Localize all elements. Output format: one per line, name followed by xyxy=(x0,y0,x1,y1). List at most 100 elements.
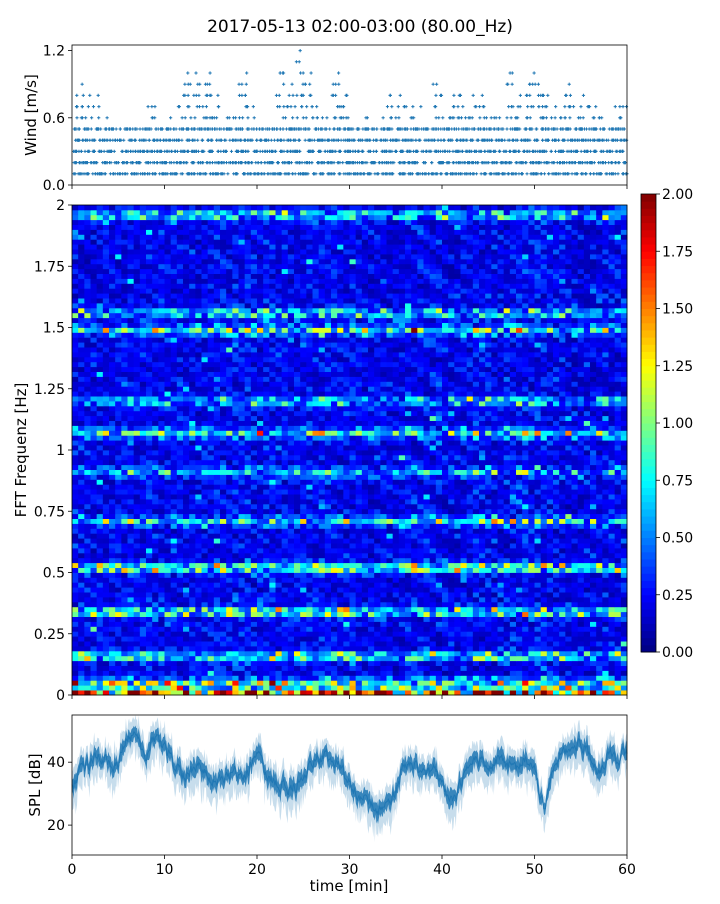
wind-point xyxy=(505,127,508,130)
heatmap-cell xyxy=(522,671,529,676)
heatmap-cell xyxy=(602,612,609,617)
wind-point xyxy=(237,83,240,86)
heatmap-cell xyxy=(245,577,252,582)
heatmap-cell xyxy=(152,666,159,671)
heatmap-cell xyxy=(356,641,363,646)
heatmap-cell xyxy=(121,661,128,666)
heatmap-cell xyxy=(436,602,443,607)
heatmap-cell xyxy=(467,597,474,602)
heatmap-cell xyxy=(189,661,196,666)
heatmap-cell xyxy=(97,563,104,568)
heatmap-cell xyxy=(263,622,270,627)
heatmap-cell xyxy=(152,592,159,597)
heatmap-cell xyxy=(535,631,542,636)
heatmap-cell xyxy=(109,597,116,602)
heatmap-cell xyxy=(467,558,474,563)
heatmap-cell xyxy=(232,607,239,612)
heatmap-cell xyxy=(257,573,264,578)
heatmap-cell xyxy=(103,563,110,568)
heatmap-cell xyxy=(541,636,548,641)
heatmap-cell xyxy=(621,573,628,578)
heatmap-cell xyxy=(313,558,320,563)
wind-point xyxy=(75,116,78,119)
heatmap-cell xyxy=(430,597,437,602)
heatmap-cell xyxy=(454,558,461,563)
wind-point xyxy=(304,127,307,130)
heatmap-cell xyxy=(547,592,554,597)
heatmap-cell xyxy=(232,597,239,602)
heatmap-cell xyxy=(553,582,560,587)
heatmap-cell xyxy=(115,597,122,602)
heatmap-cell xyxy=(343,612,350,617)
heatmap-cell xyxy=(78,626,85,631)
wind-point xyxy=(181,116,184,119)
heatmap-cell xyxy=(467,641,474,646)
heatmap-cell xyxy=(121,577,128,582)
heatmap-cell xyxy=(584,671,591,676)
heatmap-cell xyxy=(491,671,498,676)
heatmap-cell xyxy=(578,558,585,563)
heatmap-cell xyxy=(300,631,307,636)
wind-point xyxy=(201,105,204,108)
heatmap-cell xyxy=(239,577,246,582)
heatmap-cell xyxy=(121,666,128,671)
heatmap-cell xyxy=(121,641,128,646)
heatmap-cell xyxy=(343,568,350,573)
heatmap-cell xyxy=(621,680,628,685)
heatmap-cell xyxy=(276,646,283,651)
wind-point xyxy=(456,105,459,108)
heatmap-cell xyxy=(411,661,418,666)
heatmap-cell xyxy=(559,680,566,685)
wind-point xyxy=(299,49,302,52)
heatmap-cell xyxy=(380,577,387,582)
heatmap-cell xyxy=(325,636,332,641)
heatmap-cell xyxy=(559,631,566,636)
heatmap-cell xyxy=(269,631,276,636)
heatmap-cell xyxy=(325,582,332,587)
wind-point xyxy=(92,105,95,108)
heatmap-cell xyxy=(251,607,258,612)
heatmap-cell xyxy=(461,612,468,617)
heatmap-cell xyxy=(485,646,492,651)
heatmap-cell xyxy=(393,553,400,558)
heatmap-cell xyxy=(220,646,227,651)
heatmap-cell xyxy=(424,573,431,578)
wind-point xyxy=(211,161,214,164)
wind-point xyxy=(498,116,501,119)
heatmap-cell xyxy=(350,636,357,641)
heatmap-cell xyxy=(245,666,252,671)
heatmap-cell xyxy=(535,641,542,646)
heatmap-cell xyxy=(590,631,597,636)
heatmap-cell xyxy=(559,553,566,558)
heatmap-cell xyxy=(510,656,517,661)
heatmap-cell xyxy=(239,587,246,592)
heatmap-cell xyxy=(152,568,159,573)
heatmap-cell xyxy=(220,558,227,563)
heatmap-cell xyxy=(276,626,283,631)
heatmap-cell xyxy=(565,636,572,641)
heatmap-cell xyxy=(195,622,202,627)
heatmap-cell xyxy=(214,587,221,592)
wind-point xyxy=(246,150,249,153)
heatmap-cell xyxy=(522,617,529,622)
heatmap-cell xyxy=(467,675,474,680)
heatmap-cell xyxy=(547,587,554,592)
heatmap-cell xyxy=(257,553,264,558)
heatmap-cell xyxy=(405,553,412,558)
wind-point xyxy=(341,161,344,164)
heatmap-cell xyxy=(411,675,418,680)
heatmap-cell xyxy=(115,602,122,607)
heatmap-cell xyxy=(251,671,258,676)
heatmap-cell xyxy=(276,661,283,666)
heatmap-cell xyxy=(294,661,301,666)
wind-point xyxy=(568,116,571,119)
heatmap-cell xyxy=(251,548,258,553)
heatmap-cell xyxy=(251,577,258,582)
wind-point xyxy=(226,116,229,119)
wind-point xyxy=(460,116,463,119)
heatmap-cell xyxy=(97,548,104,553)
heatmap-cell xyxy=(578,641,585,646)
heatmap-cell xyxy=(208,612,215,617)
heatmap-cell xyxy=(306,626,313,631)
heatmap-cell xyxy=(177,666,184,671)
